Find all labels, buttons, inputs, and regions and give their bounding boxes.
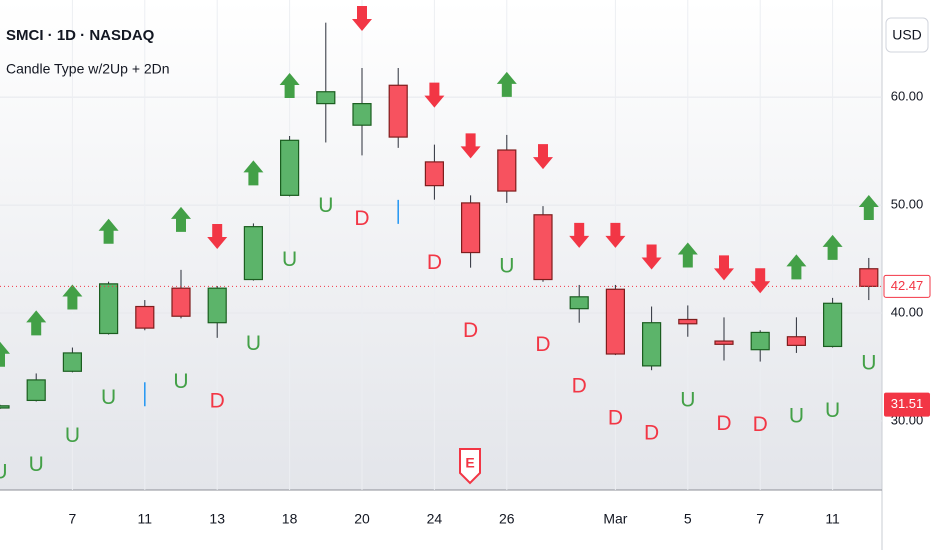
arrow-up [62, 284, 83, 310]
candle-body [135, 305, 155, 329]
signal-label: U [29, 453, 44, 476]
y-tick-label: 60.00 [891, 89, 924, 104]
candle-body [569, 296, 589, 310]
candle-body [388, 84, 408, 138]
signal-label: U [246, 332, 261, 355]
arrow-up [98, 218, 119, 244]
marks: UUUUUDUUUDDDUDDDDUDDUUU [0, 5, 879, 484]
x-tick-label: 26 [499, 511, 515, 527]
signal-label: U [861, 352, 876, 375]
x-tick-label: 11 [825, 511, 840, 527]
candle-body [280, 139, 300, 196]
candle-body [859, 268, 879, 287]
arrow-up [243, 160, 264, 186]
signal-label: U [282, 248, 297, 271]
arrow-up [822, 234, 843, 260]
candle-body [98, 283, 119, 335]
candle-body [678, 318, 698, 325]
arrow-down [533, 144, 553, 170]
signal-label: D [608, 407, 623, 430]
signal-label: D [716, 412, 731, 435]
signal-label: D [644, 422, 659, 445]
currency-box[interactable] [885, 17, 929, 53]
arrow-down [714, 255, 734, 281]
x-tick-label: 24 [427, 511, 443, 527]
arrow-up [677, 242, 698, 268]
arrow-up [858, 194, 879, 220]
last-price-label: 42.47 [891, 278, 924, 293]
signal-label: U [499, 254, 514, 277]
candle-body [714, 340, 734, 345]
candle-body [822, 302, 843, 348]
x-tick-label: 7 [69, 511, 77, 527]
candle-body [533, 214, 553, 281]
signal-label: D [463, 319, 478, 342]
chart-title: SMCI · 1D · NASDAQ [6, 27, 155, 44]
signal-label: U [173, 370, 188, 393]
time-axis-background [0, 490, 882, 550]
arrow-up [786, 254, 807, 280]
signal-label: D [210, 389, 225, 412]
signal-label: D [535, 333, 550, 356]
candle-body [461, 202, 481, 254]
signal-label: U [65, 424, 80, 447]
x-tick-label: 5 [684, 511, 692, 527]
signal-label: U [318, 194, 333, 217]
level-tag-label: 31.51 [891, 396, 924, 411]
x-tick-label: 11 [138, 511, 153, 527]
arrow-down [460, 133, 481, 159]
signal-label: D [427, 251, 442, 274]
indicator-name: Candle Type w/2Up + 2Dn [6, 61, 170, 77]
candle-body [316, 91, 336, 105]
last-price-box [883, 274, 931, 298]
x-tick-label: 7 [756, 511, 764, 527]
arrow-up [0, 341, 10, 367]
candle-body [497, 149, 517, 192]
candle-body [207, 287, 227, 324]
signal-label: U [789, 404, 804, 427]
candle-body [750, 331, 770, 351]
arrow-down [750, 268, 771, 294]
signal-label: D [572, 374, 587, 397]
candle-body [243, 226, 263, 281]
x-tick-label: 18 [282, 511, 298, 527]
earnings-label[interactable]: E [465, 455, 474, 471]
signal-label: D [354, 207, 369, 230]
candle-body [171, 287, 191, 317]
candle-body [0, 405, 10, 409]
x-tick-label: 20 [354, 511, 370, 527]
earnings-marker[interactable]: E [459, 448, 481, 485]
candle-body [352, 103, 372, 126]
arrow-up [279, 72, 300, 98]
y-tick-label: 50.00 [891, 197, 924, 212]
candle-body [62, 352, 83, 372]
arrow-down [641, 244, 662, 270]
currency-label[interactable]: USD [892, 27, 922, 43]
x-tick-label: 13 [209, 511, 225, 527]
candle-body [641, 322, 662, 367]
arrow-down [352, 5, 372, 31]
x-tick-label: Mar [603, 511, 627, 527]
arrow-up [26, 310, 47, 336]
arrow-down [569, 222, 590, 248]
arrow-up [171, 206, 191, 232]
signal-label: U [825, 399, 840, 422]
y-tick-label: 40.00 [891, 304, 924, 319]
earnings-badge[interactable] [459, 448, 481, 485]
candle-body [26, 379, 46, 402]
arrow-down [207, 224, 228, 250]
arrow-down [605, 222, 626, 248]
plot-background [0, 0, 882, 490]
signal-label: U [101, 386, 116, 409]
arrow-up [496, 71, 517, 97]
candle-body [605, 288, 626, 355]
signal-label: U [0, 461, 8, 484]
signal-label: U [680, 388, 695, 411]
level-tag-box [884, 392, 930, 417]
candle-body [786, 336, 807, 346]
signal-label: D [753, 413, 768, 436]
arrow-down [424, 82, 445, 108]
candle-body [424, 161, 444, 187]
